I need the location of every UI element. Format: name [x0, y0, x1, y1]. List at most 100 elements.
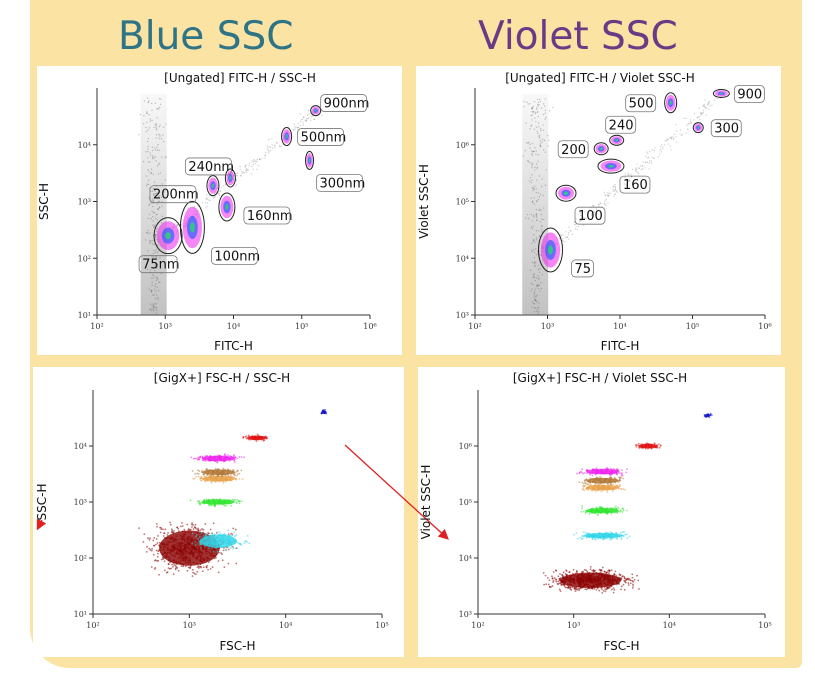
population-label: 240 — [609, 118, 634, 133]
x-tick-label: 10³ — [541, 322, 554, 331]
violet-ssc-heading: Violet SSC — [478, 14, 678, 59]
population-center — [225, 204, 229, 210]
population-core — [201, 499, 235, 505]
label-box — [243, 206, 291, 225]
population-core — [583, 532, 622, 539]
noise-tail — [140, 94, 167, 315]
population-label: 200nm — [153, 188, 199, 203]
population-core — [560, 572, 621, 588]
population-center — [229, 176, 232, 180]
gate-ellipse — [281, 126, 293, 146]
population-band — [320, 408, 328, 415]
y-axis-label: SSC-H — [35, 484, 49, 521]
population-900: 900 — [712, 85, 765, 103]
population-band — [580, 505, 628, 517]
population-160: 160 — [597, 158, 651, 194]
chart-3: 10² 10³ 10⁴ 10⁵ 10³ 10⁴ 10⁵ 10⁶ [GigX+] FSC-H / … — [419, 371, 772, 653]
arrow-left — [36, 518, 47, 531]
chart-title: [Ungated] FITC-H / SSC-H — [164, 71, 316, 85]
population-240: 240 — [605, 115, 637, 146]
chart-title: [GigX+] FSC-H / Violet SSC-H — [513, 371, 687, 385]
y-tick-label: 10³ — [456, 311, 469, 320]
population-500nm: 500nm — [281, 126, 347, 146]
population-label: 160nm — [247, 209, 293, 224]
population-label: 160 — [623, 178, 648, 193]
population-core — [704, 413, 711, 418]
population-core — [321, 410, 327, 414]
label-box — [297, 128, 345, 146]
population-label: 100 — [578, 209, 603, 224]
gate-ellipse — [712, 88, 730, 98]
population-core — [201, 455, 235, 462]
population-label: 75nm — [142, 258, 179, 273]
x-axis-label: FSC-H — [603, 639, 639, 653]
x-tick-label: 10⁶ — [363, 322, 376, 331]
chart-title: [Ungated] FITC-H / Violet SSC-H — [505, 71, 695, 85]
gate-ellipse — [218, 192, 236, 222]
x-tick-label: 10⁴ — [227, 322, 240, 331]
x-axis-label: FITC-H — [601, 339, 640, 353]
x-tick-label: 10³ — [159, 322, 172, 331]
x-tick-label: 10² — [90, 322, 103, 331]
x-tick-label: 10³ — [183, 621, 196, 630]
y-tick-label: 10³ — [78, 198, 91, 207]
x-tick-label: 10² — [86, 621, 99, 630]
population-band — [542, 566, 640, 594]
gate-ellipse — [597, 158, 625, 174]
population-band — [191, 529, 251, 553]
x-tick-label: 10² — [468, 322, 481, 331]
label-box — [571, 259, 594, 278]
population-label: 900nm — [324, 97, 370, 112]
population-center — [669, 100, 672, 105]
y-tick-label: 10⁴ — [74, 442, 87, 451]
population-center — [285, 134, 288, 139]
event-cloud — [138, 94, 323, 315]
population-center — [314, 109, 317, 112]
population-band — [576, 467, 628, 477]
gate-ellipse — [692, 122, 704, 134]
x-axis-label: FSC-H — [219, 639, 255, 653]
chart-0: 10² 10³ 10⁴ 10⁵ 10⁶ 10¹ 10² 10³ 10⁴ [Ungated] FIT… — [37, 71, 377, 353]
gate-ellipse — [593, 142, 609, 156]
population-center — [615, 139, 619, 142]
population-200: 200 — [557, 140, 609, 159]
population-75nm: 75nm — [138, 217, 183, 274]
population-75: 75 — [538, 227, 594, 278]
x-tick-label: 10⁶ — [758, 322, 771, 331]
label-box — [574, 206, 606, 225]
label-box — [619, 175, 651, 194]
y-tick-label: 10⁴ — [456, 254, 469, 263]
gate-ellipse — [153, 217, 183, 255]
population-center — [599, 147, 603, 150]
y-tick-label: 10² — [78, 254, 91, 263]
gate-ellipse — [305, 150, 315, 170]
population-band — [192, 474, 244, 484]
y-tick-label: 10⁶ — [456, 141, 469, 150]
x-tick-label: 10⁵ — [375, 621, 388, 630]
label-box — [184, 157, 232, 176]
population-label: 240nm — [188, 160, 234, 175]
population-center — [548, 245, 553, 255]
population-300: 300 — [692, 119, 742, 138]
population-label: 500nm — [301, 130, 347, 145]
population-label: 75 — [575, 262, 592, 277]
y-tick-label: 10⁶ — [459, 442, 472, 451]
population-band — [242, 433, 268, 443]
label-box — [605, 115, 637, 134]
y-tick-label: 10¹ — [74, 610, 87, 619]
population-core — [585, 468, 619, 475]
population-center — [719, 92, 723, 95]
label-box — [733, 85, 765, 103]
population-core — [585, 484, 619, 491]
population-500: 500 — [625, 92, 678, 114]
y-axis-label: SSC-H — [37, 183, 51, 220]
population-band — [190, 453, 245, 464]
gate-ellipse — [555, 184, 577, 202]
gate-ellipse — [206, 175, 220, 197]
y-tick-label: 10⁴ — [459, 554, 472, 563]
population-core — [201, 469, 235, 475]
population-core — [638, 443, 659, 449]
population-label: 500 — [629, 97, 654, 112]
population-label: 900 — [737, 87, 762, 102]
label-box — [557, 140, 589, 159]
